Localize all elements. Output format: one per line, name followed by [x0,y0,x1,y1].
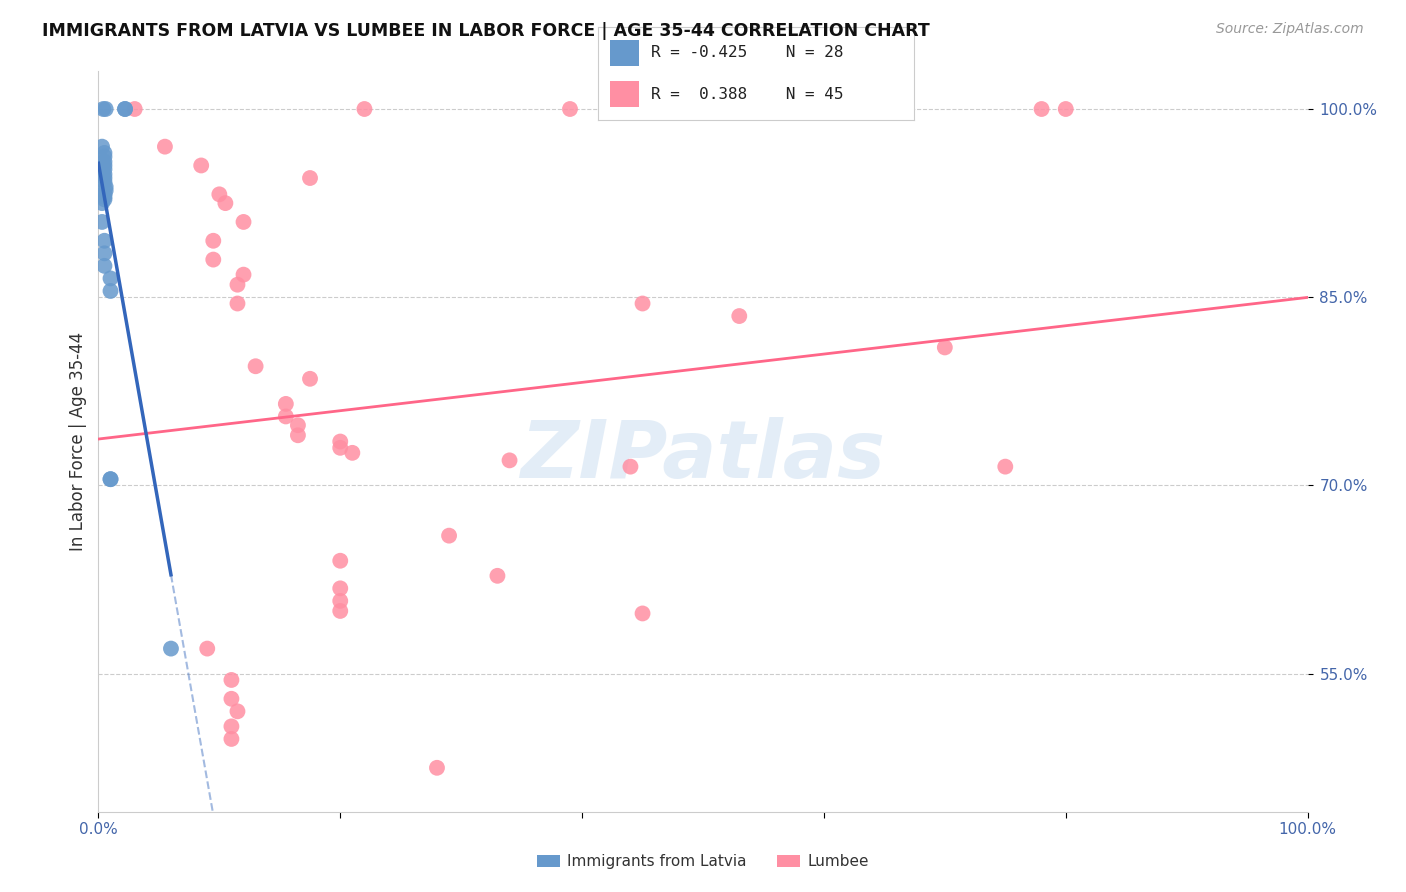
Text: R = -0.425    N = 28: R = -0.425 N = 28 [651,45,844,61]
Point [287,418,309,433]
Text: R =  0.388    N = 45: R = 0.388 N = 45 [651,87,844,102]
Legend: Immigrants from Latvia, Lumbee: Immigrants from Latvia, Lumbee [530,848,876,875]
Point [221,719,243,733]
Point [486,569,509,583]
Point [100,472,122,486]
Point [728,309,751,323]
Point [93,187,115,202]
Point [1054,102,1077,116]
Point [232,215,254,229]
Point [245,359,267,374]
Point [190,159,212,173]
Point [93,154,115,169]
Point [91,215,114,229]
Point [631,296,654,310]
Point [631,607,654,621]
Point [214,196,236,211]
Point [353,102,375,116]
Point [329,604,352,618]
Point [221,673,243,687]
Text: IMMIGRANTS FROM LATVIA VS LUMBEE IN LABOR FORCE | AGE 35-44 CORRELATION CHART: IMMIGRANTS FROM LATVIA VS LUMBEE IN LABO… [42,22,929,40]
Point [93,145,115,160]
Point [100,472,122,486]
Point [153,139,176,153]
FancyBboxPatch shape [610,40,638,66]
Point [93,171,115,186]
Point [93,167,115,181]
Point [114,102,136,116]
Point [100,284,122,298]
Point [93,175,115,189]
Point [94,102,117,116]
Point [299,372,322,386]
Point [124,102,146,116]
Point [195,641,218,656]
Point [93,190,115,204]
Point [93,150,115,164]
Point [226,704,249,718]
Point [93,234,115,248]
Point [226,296,249,310]
Point [299,171,322,186]
FancyBboxPatch shape [610,81,638,107]
Point [93,246,115,260]
Point [114,102,136,116]
Point [93,159,115,173]
Point [160,641,183,656]
Point [274,397,297,411]
Point [202,234,225,248]
Point [287,428,309,442]
Point [426,761,449,775]
Point [329,434,352,449]
Point [329,594,352,608]
Point [329,441,352,455]
Point [94,184,117,198]
Point [498,453,520,467]
Point [226,277,249,292]
Point [94,179,117,194]
Point [619,459,641,474]
Text: ZIPatlas: ZIPatlas [520,417,886,495]
Point [329,582,352,596]
Point [93,192,115,206]
Y-axis label: In Labor Force | Age 35-44: In Labor Force | Age 35-44 [69,332,87,551]
Point [994,459,1017,474]
Point [221,731,243,746]
Point [221,691,243,706]
Point [91,139,114,153]
Point [202,252,225,267]
Point [558,102,581,116]
Text: Source: ZipAtlas.com: Source: ZipAtlas.com [1216,22,1364,37]
Point [100,271,122,285]
Point [274,409,297,424]
Point [232,268,254,282]
Point [329,554,352,568]
Point [91,102,114,116]
Point [1031,102,1053,116]
Point [93,259,115,273]
Point [93,162,115,177]
Point [934,340,956,354]
Point [91,196,114,211]
Point [208,187,231,202]
Point [437,529,460,543]
Point [342,446,364,460]
